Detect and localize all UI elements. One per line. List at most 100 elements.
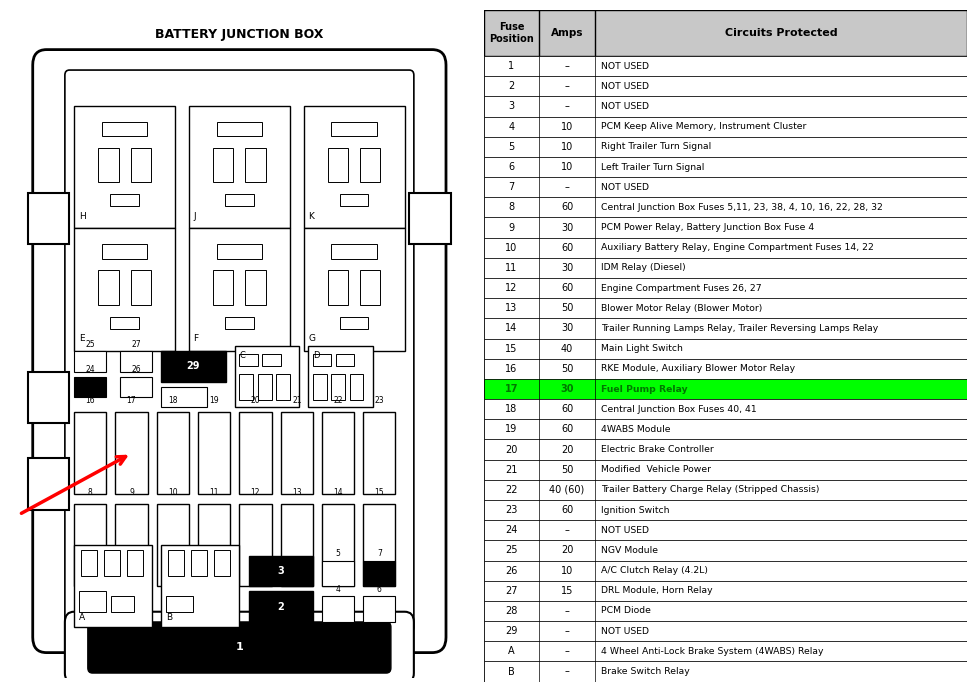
Bar <box>213 147 234 182</box>
Text: 25: 25 <box>85 340 95 349</box>
Bar <box>74 412 106 494</box>
Text: K: K <box>309 212 315 221</box>
Text: H: H <box>78 212 85 221</box>
Bar <box>81 550 97 576</box>
Text: 17: 17 <box>505 384 518 394</box>
Text: 9: 9 <box>508 223 515 233</box>
Bar <box>198 504 231 586</box>
Text: 23: 23 <box>505 505 518 515</box>
Text: 50: 50 <box>561 364 573 374</box>
Bar <box>78 591 106 612</box>
Bar <box>99 147 118 182</box>
Bar <box>484 439 967 459</box>
Bar <box>322 561 354 586</box>
Bar <box>161 545 239 627</box>
Bar <box>350 374 363 400</box>
Text: 15: 15 <box>561 586 573 596</box>
Text: Amps: Amps <box>551 28 583 38</box>
Bar <box>484 601 967 621</box>
Text: Fuse
Position: Fuse Position <box>489 22 533 44</box>
Text: 7: 7 <box>508 182 515 192</box>
Text: Fuel Pump Relay: Fuel Pump Relay <box>601 385 687 394</box>
Text: NOT USED: NOT USED <box>601 627 649 636</box>
Text: 10: 10 <box>561 565 573 576</box>
FancyBboxPatch shape <box>88 622 391 673</box>
Text: A/C Clutch Relay (4.2L): A/C Clutch Relay (4.2L) <box>601 566 707 575</box>
Bar <box>104 550 120 576</box>
Bar <box>363 504 396 586</box>
Bar <box>484 217 967 237</box>
Bar <box>484 237 967 258</box>
Text: 40: 40 <box>561 344 573 354</box>
Text: RKE Module, Auxiliary Blower Motor Relay: RKE Module, Auxiliary Blower Motor Relay <box>601 364 794 373</box>
Text: 16: 16 <box>505 364 518 374</box>
Text: 28: 28 <box>505 606 518 616</box>
Bar <box>328 147 348 182</box>
Text: 19: 19 <box>505 424 518 435</box>
Text: –: – <box>565 182 570 192</box>
Text: 15: 15 <box>374 488 384 497</box>
Text: –: – <box>565 61 570 71</box>
Bar <box>28 192 69 244</box>
Bar <box>115 504 148 586</box>
Text: E: E <box>78 334 84 343</box>
Bar <box>120 376 152 397</box>
Text: 11: 11 <box>505 263 518 273</box>
Bar <box>361 270 380 304</box>
Text: 12: 12 <box>505 283 518 293</box>
Text: 2: 2 <box>277 601 284 612</box>
Bar <box>331 122 377 136</box>
Bar <box>484 561 967 581</box>
Bar <box>110 317 139 329</box>
Text: A: A <box>78 613 85 622</box>
Bar <box>115 412 148 494</box>
Text: G: G <box>309 334 316 343</box>
Text: J: J <box>193 212 196 221</box>
Bar <box>484 177 967 197</box>
Bar <box>313 374 326 400</box>
Text: 6: 6 <box>377 585 382 594</box>
Text: 28: 28 <box>180 375 189 384</box>
FancyBboxPatch shape <box>33 50 446 653</box>
Bar <box>322 504 354 586</box>
Bar <box>304 106 404 228</box>
Bar <box>340 317 368 329</box>
Text: 17: 17 <box>127 396 136 405</box>
Text: –: – <box>565 626 570 636</box>
Bar <box>110 597 134 612</box>
Bar <box>168 550 185 576</box>
Bar <box>234 346 299 408</box>
Text: 8: 8 <box>88 488 93 497</box>
Text: –: – <box>565 102 570 111</box>
Text: 16: 16 <box>85 396 95 405</box>
Text: 60: 60 <box>561 283 573 293</box>
Text: PCM Diode: PCM Diode <box>601 606 651 615</box>
Text: 30: 30 <box>560 384 573 394</box>
Bar <box>484 318 967 338</box>
Text: 30: 30 <box>561 323 573 334</box>
Text: 15: 15 <box>505 344 518 354</box>
Text: 27: 27 <box>131 340 141 349</box>
Bar <box>213 270 234 304</box>
Bar <box>191 550 207 576</box>
Bar <box>248 591 313 622</box>
Text: Brake Switch Relay: Brake Switch Relay <box>601 667 690 676</box>
Bar <box>484 157 967 177</box>
Text: A: A <box>508 646 515 656</box>
Bar <box>484 278 967 298</box>
Text: Modified  Vehicle Power: Modified Vehicle Power <box>601 465 710 474</box>
Bar <box>74 106 175 228</box>
Text: PCM Power Relay, Battery Junction Box Fuse 4: PCM Power Relay, Battery Junction Box Fu… <box>601 223 814 232</box>
Text: D: D <box>313 351 319 360</box>
Bar <box>74 504 106 586</box>
Text: Blower Motor Relay (Blower Motor): Blower Motor Relay (Blower Motor) <box>601 304 762 313</box>
Text: 10: 10 <box>168 488 178 497</box>
Bar <box>484 298 967 318</box>
Text: 60: 60 <box>561 424 573 435</box>
Bar <box>245 147 266 182</box>
Bar <box>484 76 967 96</box>
Bar <box>361 147 380 182</box>
Text: 60: 60 <box>561 505 573 515</box>
Bar <box>322 412 354 494</box>
Text: 5: 5 <box>508 142 515 152</box>
